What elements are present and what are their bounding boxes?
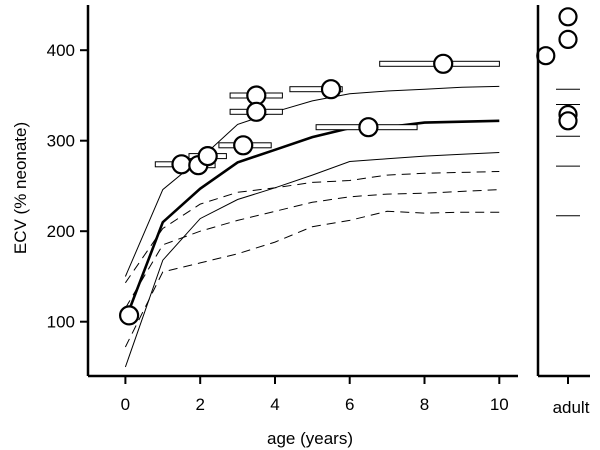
- series-line-1: [124, 119, 500, 321]
- series-line-2: [124, 85, 500, 277]
- y-tick-label-100: 100: [47, 313, 75, 332]
- x-tick-label-0: 0: [121, 395, 130, 414]
- y-tick-label-400: 400: [47, 41, 75, 60]
- data-points: [119, 53, 454, 326]
- adult-panel: [536, 7, 580, 217]
- data-point-4: [197, 146, 218, 167]
- x-tick-label-6: 6: [345, 395, 354, 414]
- series-line-5: [124, 189, 500, 309]
- adult-label: adult: [553, 398, 590, 417]
- series-line-3: [124, 152, 500, 368]
- x-tick-label-8: 8: [420, 395, 429, 414]
- x-tick-label-2: 2: [195, 395, 204, 414]
- data-point-8: [320, 79, 342, 100]
- series-line-6: [124, 210, 500, 348]
- y-tick-label-200: 200: [47, 222, 75, 241]
- data-point-2: [171, 154, 192, 175]
- y-axis-label: ECV (% neonate): [11, 122, 30, 254]
- x-axis-label: age (years): [267, 429, 353, 448]
- data-point-5: [233, 135, 254, 156]
- tick-labels: 0 2 4 6 8 10 100 200 300 400: [47, 41, 569, 414]
- adult-point-3: [558, 29, 578, 50]
- error-bar-8: [289, 86, 343, 93]
- adult-point-2: [558, 7, 578, 27]
- x-tick-label-4: 4: [270, 395, 279, 414]
- data-point-1: [119, 305, 140, 326]
- series-line-4: [124, 171, 500, 284]
- data-point-10: [433, 53, 454, 74]
- axes: [86, 5, 590, 378]
- x-tick-label-10: 10: [490, 395, 509, 414]
- adult-point-5: [558, 111, 578, 131]
- y-tick-label-300: 300: [47, 132, 75, 151]
- series-lines: [124, 85, 500, 368]
- data-point-9: [358, 117, 379, 138]
- adult-point-1: [536, 46, 556, 66]
- data-point-7: [246, 101, 267, 122]
